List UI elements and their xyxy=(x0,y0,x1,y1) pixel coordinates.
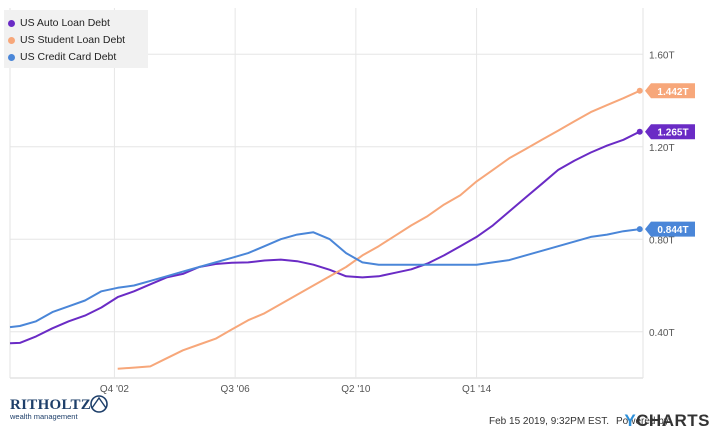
footer-powered-by: Powered by xyxy=(616,416,669,427)
end-label-text-us-credit-card-debt: 0.844T xyxy=(657,225,688,236)
end-value-labels: 1.265T 1.442T 0.844T xyxy=(645,83,695,237)
x-tick-label: Q1 '14 xyxy=(462,384,492,395)
series-end-point-us-auto-loan-debt xyxy=(636,128,643,135)
legend-item-credit-card[interactable]: US Credit Card Debt xyxy=(4,49,148,65)
legend-marker-auto-loan xyxy=(8,19,15,27)
logo-wordmark: RITHOLTZ xyxy=(10,397,92,413)
legend-marker-credit-card xyxy=(8,53,15,61)
series-line-us-student-loan-debt[interactable] xyxy=(117,89,641,370)
end-label-tag-us-student-loan-debt xyxy=(645,83,695,99)
legend-item-student-loan[interactable]: US Student Loan Debt xyxy=(4,32,148,48)
legend-item-auto-loan[interactable]: US Auto Loan Debt xyxy=(4,15,148,31)
series-end-point-us-student-loan-debt xyxy=(636,87,643,94)
end-label-text-us-auto-loan-debt: 1.265T xyxy=(657,128,688,139)
x-tick-label: Q2 '10 xyxy=(341,384,371,395)
chart-legend: US Auto Loan Debt US Student Loan Debt U… xyxy=(4,10,148,68)
legend-label-auto-loan: US Auto Loan Debt xyxy=(20,17,110,29)
y-tick-label: 1.20T xyxy=(649,143,675,154)
ritholtz-logo[interactable]: RITHOLTZ wealth management xyxy=(10,395,108,426)
x-axis-ticks: Q4 '02 Q3 '06 Q2 '10 Q1 '14 xyxy=(100,384,492,395)
ycharts-y-glyph: Y xyxy=(624,411,637,430)
x-tick-label: Q4 '02 xyxy=(100,384,130,395)
legend-label-credit-card: US Credit Card Debt xyxy=(20,51,117,63)
series-line-us-credit-card-debt[interactable] xyxy=(9,228,640,329)
y-tick-label: 0.80T xyxy=(649,235,675,246)
logo-tagline: wealth management xyxy=(10,412,78,421)
y-axis-ticks: 1.60T 1.20T 0.80T 0.40T xyxy=(649,50,675,339)
y-tick-label: 1.60T xyxy=(649,50,675,61)
ycharts-logo[interactable]: YCHARTS xyxy=(624,411,710,431)
y-tick-label: 0.40T xyxy=(649,328,675,339)
legend-label-student-loan: US Student Loan Debt xyxy=(20,34,126,46)
logo-emblem-icon xyxy=(90,395,108,413)
ycharts-wordmark: CHARTS xyxy=(636,411,710,430)
series-end-point-us-credit-card-debt xyxy=(636,226,643,233)
end-label-tag-us-auto-loan-debt xyxy=(645,124,695,140)
x-tick-label: Q3 '06 xyxy=(221,384,251,395)
footer-timestamp: Feb 15 2019, 9:32PM EST. xyxy=(489,416,610,427)
series-lines xyxy=(9,87,643,370)
end-label-tag-us-credit-card-debt xyxy=(645,221,695,237)
series-line-us-auto-loan-debt[interactable] xyxy=(9,130,641,345)
legend-marker-student-loan xyxy=(8,36,15,44)
end-label-text-us-student-loan-debt: 1.442T xyxy=(657,87,688,98)
